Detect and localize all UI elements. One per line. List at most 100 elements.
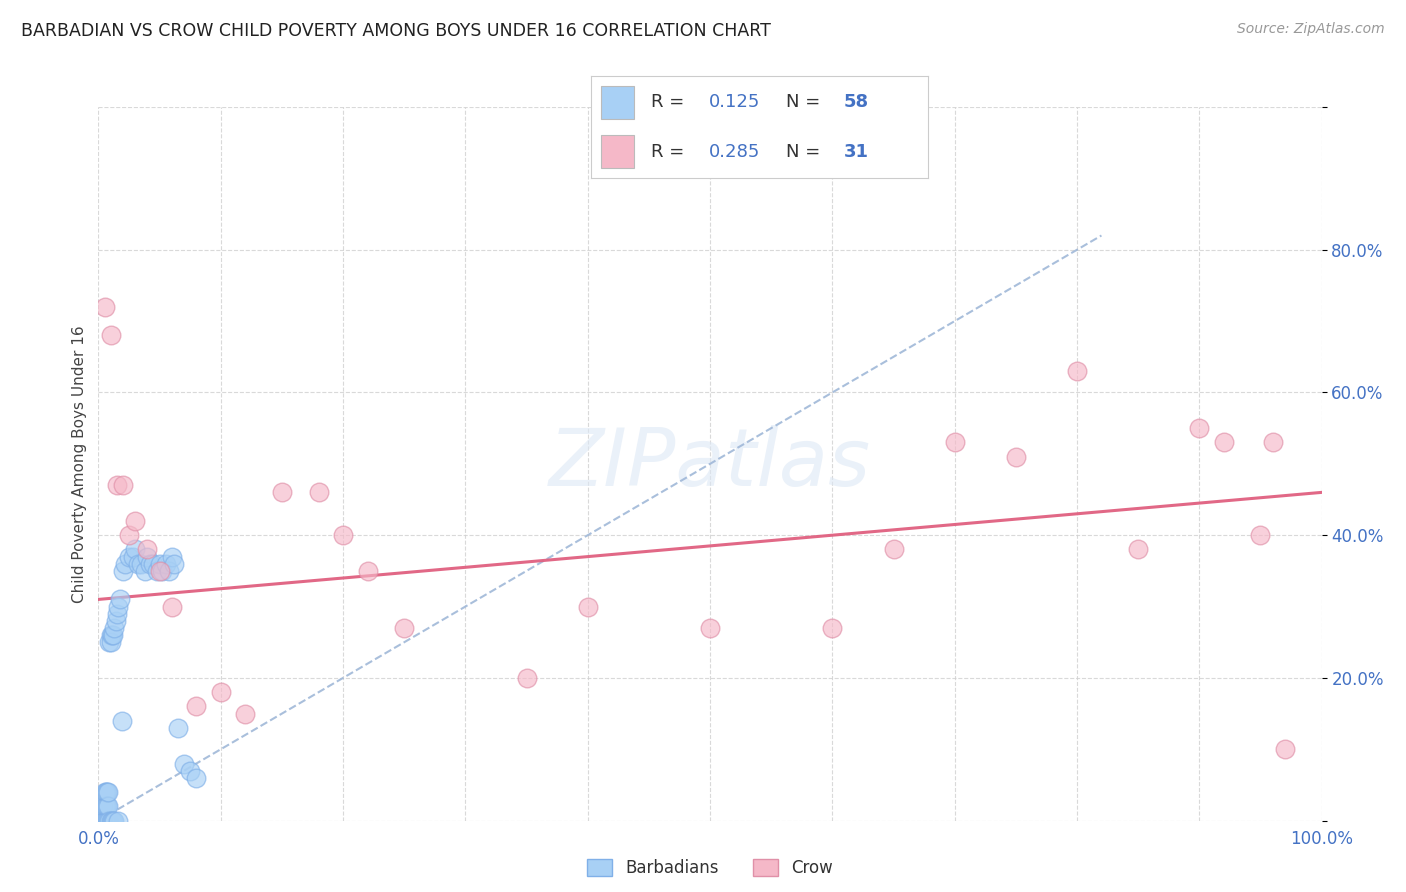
Text: BARBADIAN VS CROW CHILD POVERTY AMONG BOYS UNDER 16 CORRELATION CHART: BARBADIAN VS CROW CHILD POVERTY AMONG BO… — [21, 22, 770, 40]
Point — [91, 814, 114, 828]
Point — [160, 599, 183, 614]
Point — [96, 799, 118, 814]
Point — [308, 485, 330, 500]
Point — [155, 557, 177, 571]
Point — [97, 799, 120, 814]
Point — [1274, 742, 1296, 756]
Point — [127, 557, 149, 571]
Point — [129, 557, 152, 571]
Point — [93, 799, 115, 814]
Point — [1261, 435, 1284, 450]
Text: 0.285: 0.285 — [709, 143, 761, 161]
FancyBboxPatch shape — [600, 87, 634, 119]
Point — [142, 557, 165, 571]
Point — [149, 557, 172, 571]
Point — [97, 785, 120, 799]
Point — [149, 564, 172, 578]
Point — [1128, 542, 1150, 557]
Point — [105, 478, 128, 492]
Point — [118, 549, 141, 564]
Point — [118, 528, 141, 542]
Point — [179, 764, 201, 778]
Point — [98, 635, 121, 649]
Point — [121, 549, 143, 564]
Text: ZIPatlas: ZIPatlas — [548, 425, 872, 503]
Point — [186, 771, 208, 785]
Point — [209, 685, 232, 699]
Text: R =: R = — [651, 143, 690, 161]
Point — [105, 607, 128, 621]
Point — [103, 814, 125, 828]
Point — [1188, 421, 1211, 435]
Point — [157, 564, 180, 578]
Point — [101, 814, 124, 828]
Point — [270, 485, 294, 500]
Point — [100, 328, 122, 343]
Point — [94, 785, 117, 799]
Point — [90, 814, 112, 828]
FancyBboxPatch shape — [600, 136, 634, 168]
Point — [821, 621, 844, 635]
Point — [93, 814, 115, 828]
Point — [91, 799, 114, 814]
Text: N =: N = — [786, 143, 827, 161]
Point — [699, 621, 721, 635]
Point — [356, 564, 378, 578]
Point — [96, 814, 118, 828]
Point — [139, 557, 162, 571]
Text: Source: ZipAtlas.com: Source: ZipAtlas.com — [1237, 22, 1385, 37]
Point — [96, 785, 118, 799]
Point — [186, 699, 208, 714]
Point — [392, 621, 416, 635]
Point — [150, 564, 173, 578]
Point — [104, 614, 127, 628]
Point — [163, 557, 186, 571]
Point — [1004, 450, 1026, 464]
Point — [94, 814, 117, 828]
Point — [136, 549, 159, 564]
Point — [124, 542, 146, 557]
Point — [91, 814, 114, 828]
Point — [91, 814, 114, 828]
Point — [114, 557, 136, 571]
Y-axis label: Child Poverty Among Boys Under 16: Child Poverty Among Boys Under 16 — [72, 325, 87, 603]
Point — [103, 621, 125, 635]
Point — [97, 814, 120, 828]
Point — [136, 542, 159, 557]
Point — [100, 635, 122, 649]
Point — [100, 814, 122, 828]
Point — [111, 564, 134, 578]
Point — [101, 628, 124, 642]
Text: R =: R = — [651, 94, 690, 112]
Text: 58: 58 — [844, 94, 869, 112]
Point — [98, 814, 121, 828]
Text: 31: 31 — [844, 143, 869, 161]
Point — [93, 785, 115, 799]
Point — [1249, 528, 1271, 542]
Point — [943, 435, 966, 450]
Point — [167, 721, 190, 735]
Point — [100, 628, 122, 642]
Point — [107, 599, 129, 614]
Point — [111, 714, 134, 728]
Point — [1212, 435, 1234, 450]
Point — [91, 814, 114, 828]
Point — [107, 814, 129, 828]
Point — [110, 592, 132, 607]
Point — [111, 478, 134, 492]
Text: 0.125: 0.125 — [709, 94, 761, 112]
Point — [160, 549, 183, 564]
Point — [124, 514, 146, 528]
Point — [146, 564, 169, 578]
Text: N =: N = — [786, 94, 827, 112]
Point — [233, 706, 256, 721]
Point — [1066, 364, 1088, 378]
Point — [101, 814, 124, 828]
Point — [94, 799, 117, 814]
Point — [576, 599, 599, 614]
Point — [101, 628, 124, 642]
Point — [134, 564, 156, 578]
Point — [91, 814, 114, 828]
Point — [332, 528, 354, 542]
Point — [173, 756, 195, 771]
